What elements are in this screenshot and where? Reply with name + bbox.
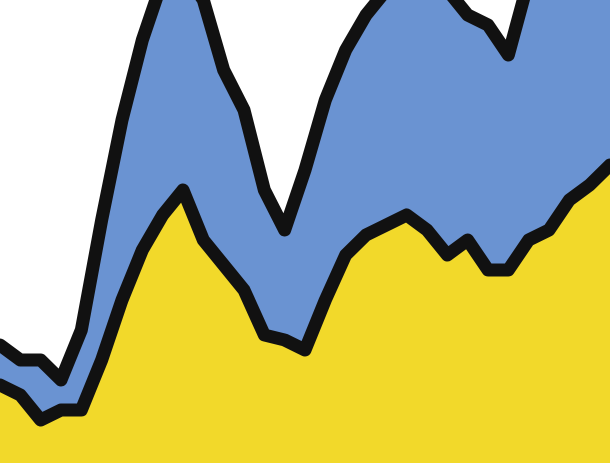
area-edge xyxy=(0,0,530,387)
area-edge xyxy=(0,158,610,427)
area-fill xyxy=(0,0,610,420)
